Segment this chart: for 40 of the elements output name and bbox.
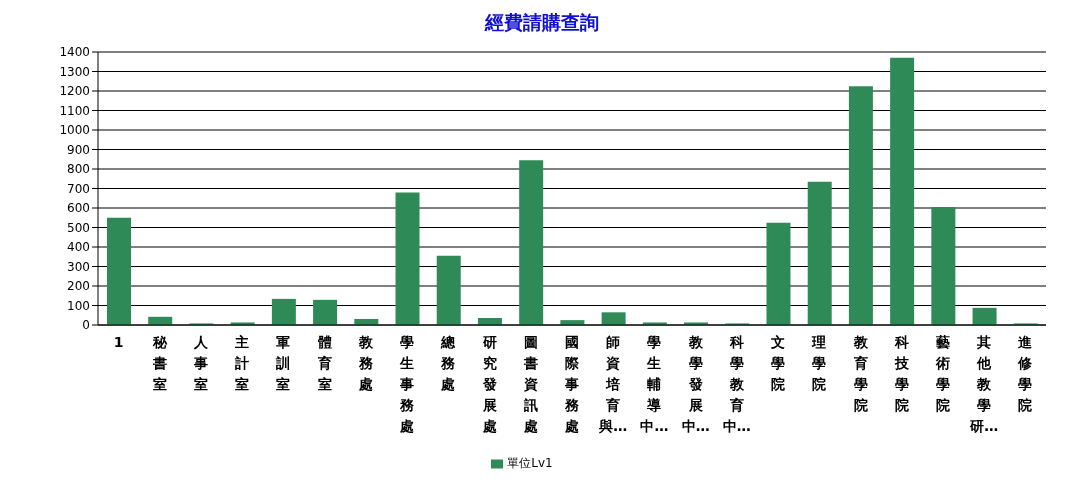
- x-tick-label: 理學院: [811, 334, 827, 392]
- y-tick-label: 600: [67, 201, 90, 216]
- y-tick-label: 400: [67, 240, 90, 255]
- x-tick-label: 總務處: [440, 334, 457, 392]
- x-tick-label: 體育室: [316, 334, 332, 392]
- x-tick-label: 師資培育與…: [598, 334, 628, 434]
- x-tick-label: 科技學院: [893, 334, 910, 413]
- y-tick-label: 700: [67, 181, 90, 196]
- y-tick-label: 200: [67, 279, 90, 294]
- x-tick-label: 學生輔導中…: [640, 334, 669, 434]
- x-tick-label: 圖書資訊處: [522, 334, 538, 434]
- y-tick-label: 1300: [59, 64, 90, 79]
- y-tick-label: 1100: [59, 103, 90, 118]
- y-tick-label: 100: [67, 298, 90, 313]
- x-tick-label: 教務處: [357, 334, 374, 392]
- x-tick-label: 教學發展中…: [681, 334, 710, 434]
- x-tick-label: 主計室: [234, 334, 250, 392]
- x-tick-label: 進修學院: [1017, 334, 1034, 413]
- x-tick-label: 其他教學研…: [969, 334, 999, 434]
- chart-title: 經費請購查詢: [483, 10, 600, 35]
- y-tick-label: 800: [67, 162, 90, 177]
- x-tick-label: 軍訓室: [275, 334, 291, 392]
- x-tick-label: 1: [113, 334, 124, 350]
- y-tick-label: 300: [67, 259, 90, 274]
- x-tick-label: 藝術學院: [934, 334, 950, 413]
- x-tick-label: 文學院: [770, 334, 786, 392]
- y-tick-label: 500: [67, 220, 90, 235]
- y-tick-label: 900: [67, 142, 90, 157]
- x-tick-label: 學生事務處: [399, 334, 416, 434]
- x-tick-label: 教育學院: [852, 334, 869, 413]
- y-tick-label: 0: [82, 318, 90, 333]
- x-tick-label: 人事室: [193, 334, 210, 392]
- x-tick-label: 國際事務處: [564, 334, 580, 434]
- x-tick-label: 秘書室: [151, 334, 168, 392]
- y-tick-label: 1200: [59, 84, 90, 99]
- y-tick-label: 1400: [59, 45, 90, 60]
- x-tick-label: 研究發展處: [481, 334, 497, 434]
- x-tick-label: 科學教育中…: [722, 334, 751, 434]
- y-tick-label: 1000: [59, 123, 90, 138]
- legend-label: 單位Lv1: [507, 456, 553, 470]
